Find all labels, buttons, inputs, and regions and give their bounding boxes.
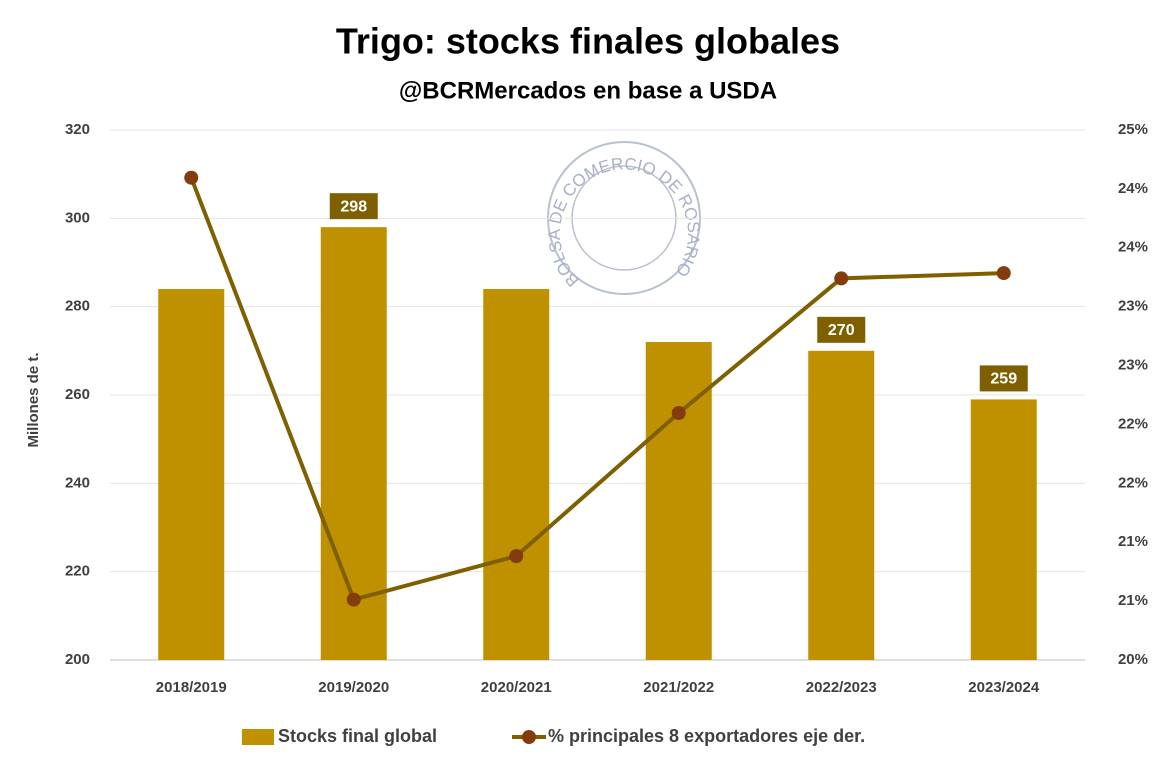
y2-tick-label: 24%	[1118, 239, 1148, 256]
x-tick-label: 2019/2020	[318, 679, 389, 696]
legend-marker	[522, 730, 536, 744]
chart-title: Trigo: stocks finales globales	[336, 21, 840, 62]
x-tick-label: 2021/2022	[643, 679, 714, 696]
x-tick-label: 2022/2023	[806, 679, 877, 696]
y-tick-label: 200	[65, 651, 90, 668]
y-tick-label: 260	[65, 386, 90, 403]
y-tick-label: 300	[65, 209, 90, 226]
legend-label: Stocks final global	[278, 726, 437, 746]
line-marker	[834, 271, 849, 286]
bar	[645, 342, 712, 660]
line-marker	[996, 266, 1011, 281]
x-tick-label: 2020/2021	[481, 679, 552, 696]
line-marker	[671, 406, 686, 421]
value-label: 298	[340, 198, 367, 215]
y-tick-label: 220	[65, 563, 90, 580]
bar	[320, 227, 387, 660]
bar	[483, 289, 550, 660]
line-marker	[184, 170, 199, 185]
bar	[970, 399, 1037, 660]
y2-tick-label: 21%	[1118, 592, 1148, 609]
y2-tick-label: 23%	[1118, 357, 1148, 374]
y2-tick-label: 20%	[1118, 651, 1148, 668]
y-tick-label: 280	[65, 298, 90, 315]
value-label: 270	[828, 322, 855, 339]
line-marker	[346, 592, 361, 607]
y2-tick-label: 24%	[1118, 180, 1148, 197]
value-label-box	[817, 316, 866, 343]
y2-tick-label: 22%	[1118, 474, 1148, 491]
x-tick-label: 2023/2024	[968, 679, 1040, 696]
y-tick-label: 240	[65, 474, 90, 491]
value-label: 259	[990, 371, 1017, 388]
y2-tick-label: 21%	[1118, 533, 1148, 550]
x-tick-label: 2018/2019	[156, 679, 227, 696]
value-label-box	[979, 365, 1028, 392]
y2-tick-label: 25%	[1118, 121, 1148, 138]
y2-tick-label: 23%	[1118, 298, 1148, 315]
bar	[808, 350, 875, 660]
y-tick-label: 320	[65, 121, 90, 138]
legend-label: % principales 8 exportadores eje der.	[548, 726, 865, 746]
y-axis-label: Millones de t.	[25, 352, 42, 447]
chart-subtitle: @BCRMercados en base a USDA	[399, 77, 777, 104]
line-marker	[509, 549, 524, 564]
legend-swatch	[242, 729, 274, 745]
value-label-box	[329, 193, 378, 220]
y2-tick-label: 22%	[1118, 415, 1148, 432]
line	[189, 176, 1004, 602]
bar	[158, 289, 225, 660]
